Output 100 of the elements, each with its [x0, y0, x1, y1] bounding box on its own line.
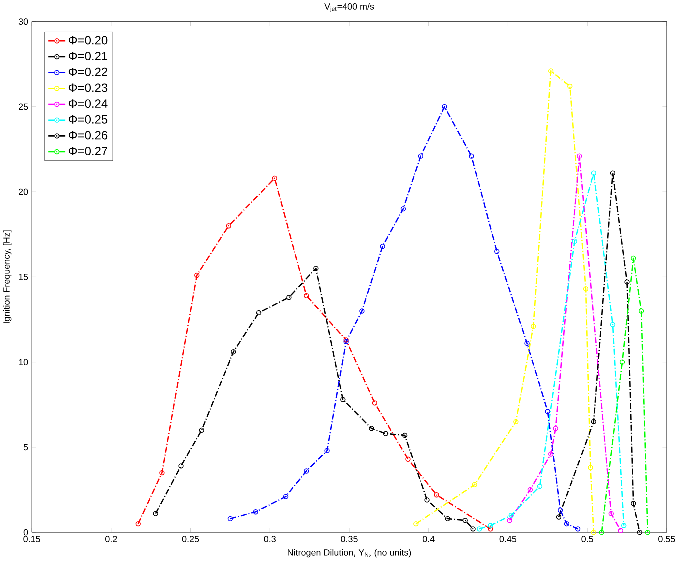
point: [524, 340, 530, 346]
x-tick-label: 0.45: [500, 536, 517, 542]
x-tick-label: 0.2: [106, 536, 118, 542]
point: [304, 468, 310, 474]
point: [488, 526, 494, 532]
point: [568, 84, 573, 90]
point: [577, 154, 582, 159]
y-tick-label: 15: [19, 274, 28, 280]
point: [537, 484, 543, 490]
point: [360, 308, 365, 314]
point: [638, 308, 644, 314]
point: [608, 511, 614, 516]
x-tick-label: 0.3: [264, 536, 276, 542]
x-tick-label: 0.15: [24, 536, 40, 542]
point: [324, 448, 330, 454]
x-axis-title: Nitrogen Dilution, Y$_{N₂}$ (no units): [288, 549, 412, 558]
point: [256, 310, 262, 316]
point: [488, 523, 494, 528]
legend-label: Φ=0.21: [68, 52, 108, 61]
point: [620, 360, 626, 365]
point: [618, 528, 624, 534]
legend-label: Φ=0.26: [68, 131, 108, 140]
point: [369, 426, 374, 432]
legend-label: Φ=0.23: [68, 84, 108, 92]
point: [380, 244, 386, 250]
point: [445, 516, 450, 522]
point: [400, 206, 406, 212]
point: [564, 521, 570, 527]
point: [424, 498, 430, 503]
point: [494, 249, 500, 254]
point: [286, 295, 292, 300]
point: [160, 470, 165, 476]
point: [558, 508, 564, 514]
point: [556, 514, 562, 520]
point: [610, 170, 616, 176]
chart-title: V$_{jet}$=400 m/s: [324, 3, 374, 12]
x-tick-label: 0.55: [658, 536, 676, 542]
point: [548, 68, 554, 74]
point: [442, 104, 448, 110]
point: [599, 530, 604, 536]
point: [178, 464, 184, 469]
point: [470, 526, 476, 532]
point: [231, 350, 236, 355]
point: [136, 521, 141, 527]
point: [508, 512, 514, 518]
point: [472, 482, 478, 488]
point: [591, 530, 597, 536]
legend-label: Φ=0.24: [68, 100, 108, 108]
point: [402, 432, 408, 438]
point: [340, 397, 346, 402]
legend-label: Φ=0.27: [68, 147, 108, 156]
point: [194, 272, 200, 278]
point: [153, 511, 158, 516]
point: [314, 266, 319, 272]
point: [226, 224, 232, 229]
point: [414, 521, 419, 527]
y-tick-label: 20: [19, 188, 28, 196]
point: [637, 530, 643, 536]
point: [469, 154, 474, 159]
point: [591, 170, 597, 176]
point: [372, 400, 378, 406]
point: [624, 280, 630, 285]
point: [434, 492, 440, 498]
point: [545, 409, 550, 414]
point: [406, 456, 411, 462]
point: [418, 154, 424, 159]
y-tick-label: 10: [19, 359, 28, 366]
point: [199, 428, 204, 434]
point: [548, 452, 554, 457]
y-axis-title: Ignition Frequency, [Hz]: [3, 230, 12, 324]
y-tick-label: 25: [19, 104, 28, 110]
y-tick-label: 0: [24, 529, 28, 536]
point: [514, 419, 519, 424]
legend-label: Φ=0.22: [68, 68, 108, 76]
x-tick-label: 0.5: [582, 536, 594, 542]
legend-label: Φ=0.25: [68, 115, 108, 124]
point: [507, 518, 512, 524]
point: [304, 293, 310, 299]
point: [631, 256, 636, 262]
point: [531, 324, 536, 330]
point: [462, 518, 468, 524]
x-tick-label: 0.25: [182, 536, 200, 542]
x-tick-label: 0.4: [422, 536, 435, 542]
point: [383, 431, 389, 436]
point: [583, 286, 589, 292]
point: [228, 516, 234, 522]
x-tick-label: 0.35: [341, 536, 358, 542]
y-tick-label: 30: [18, 18, 28, 25]
point: [621, 523, 627, 528]
point: [553, 426, 558, 432]
y-tick-label: 5: [24, 444, 28, 451]
point: [253, 510, 258, 515]
legend-label: Φ=0.20: [68, 36, 108, 45]
point: [645, 530, 650, 536]
point: [591, 419, 597, 424]
point: [572, 238, 578, 244]
point: [631, 501, 636, 506]
point: [528, 487, 534, 493]
point: [588, 465, 594, 470]
point: [575, 526, 581, 532]
